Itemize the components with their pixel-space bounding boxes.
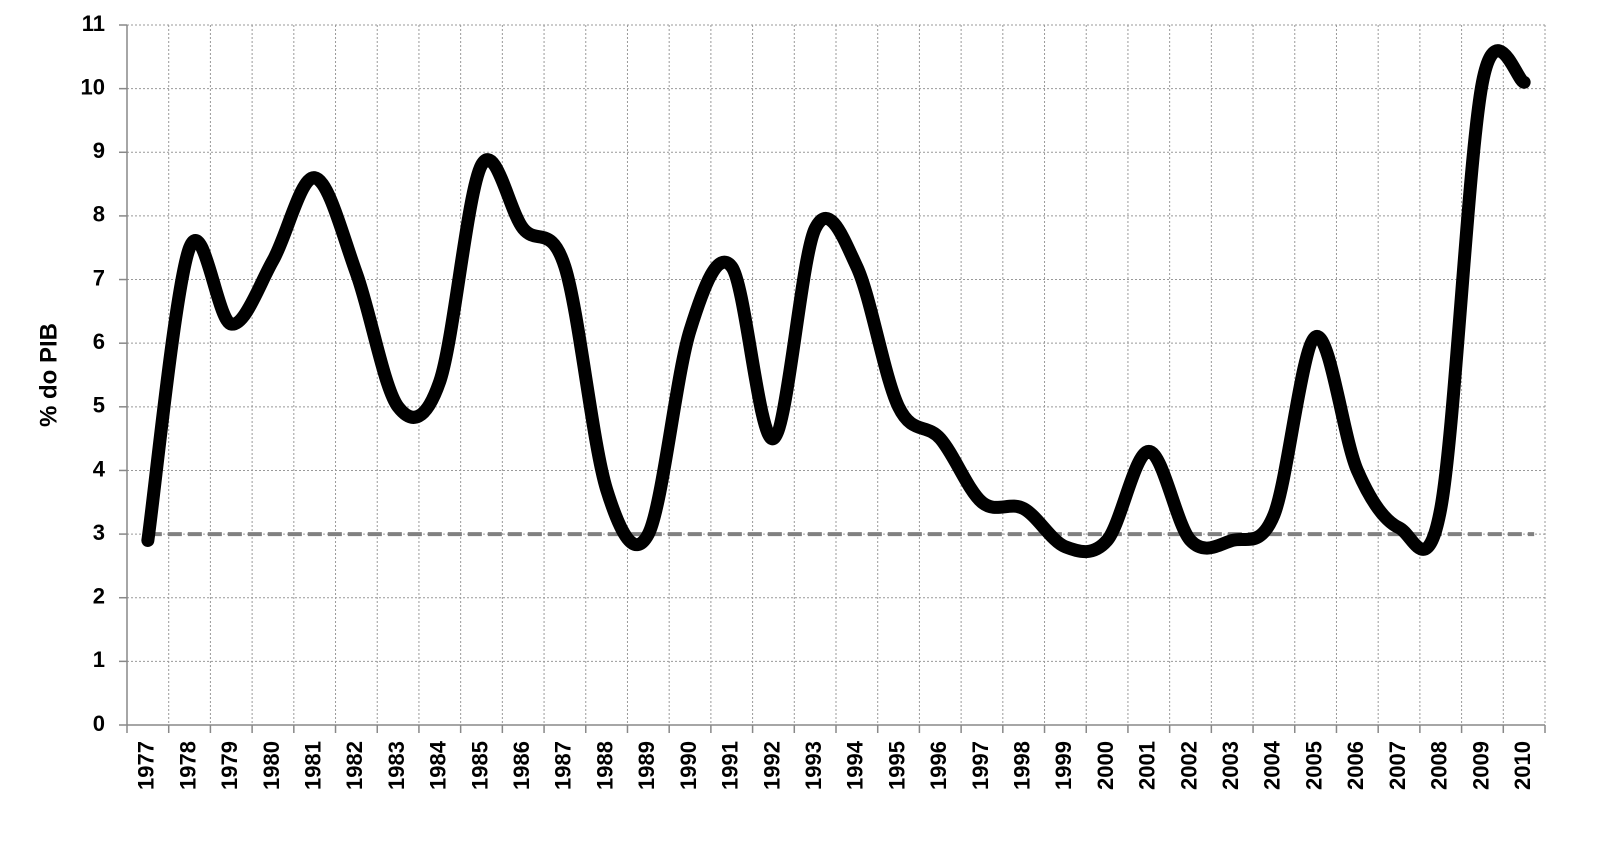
y-axis-label: % do PIB — [35, 323, 62, 427]
data-line — [141, 44, 1531, 559]
x-tick-label: 2009 — [1468, 741, 1493, 790]
y-tick-label: 3 — [93, 520, 105, 545]
x-tick-label: 1998 — [1009, 741, 1034, 790]
x-tick-label: 1989 — [634, 741, 659, 790]
x-tick-label: 1979 — [217, 741, 242, 790]
x-tick-label: 1978 — [175, 741, 200, 790]
x-tick-label: 1997 — [968, 741, 993, 790]
x-tick-label: 1993 — [801, 741, 826, 790]
x-tick-label: 1983 — [384, 741, 409, 790]
x-tick-label: 2001 — [1135, 741, 1160, 790]
x-tick-label: 2002 — [1176, 741, 1201, 790]
x-tick-label: 2006 — [1343, 741, 1368, 790]
x-tick-label: 1996 — [926, 741, 951, 790]
x-tick-label: 2004 — [1260, 740, 1285, 790]
x-tick-label: 2003 — [1218, 741, 1243, 790]
x-tick-label: 1981 — [300, 741, 325, 790]
x-tick-label: 2000 — [1093, 741, 1118, 790]
x-tick-label: 1987 — [551, 741, 576, 790]
y-tick-label: 6 — [93, 329, 105, 354]
x-tick-label: 1984 — [426, 740, 451, 790]
y-tick-label: 2 — [93, 584, 105, 609]
x-tick-label: 1977 — [134, 741, 159, 790]
y-tick-label: 11 — [82, 11, 105, 36]
y-tick-label: 9 — [93, 138, 105, 163]
x-tick-label: 1985 — [467, 741, 492, 790]
y-tick-label: 1 — [93, 647, 105, 672]
x-tick-label: 1991 — [718, 741, 743, 790]
x-tick-label: 1982 — [342, 741, 367, 790]
y-tick-label: 4 — [93, 456, 106, 481]
y-tick-label: 0 — [93, 711, 105, 736]
x-tick-label: 1980 — [259, 741, 284, 790]
x-tick-label: 2008 — [1427, 741, 1452, 790]
x-tick-label: 1986 — [509, 741, 534, 790]
x-tick-label: 1990 — [676, 741, 701, 790]
x-tick-label: 1988 — [592, 741, 617, 790]
y-tick-label: 10 — [81, 74, 105, 99]
x-tick-label: 1995 — [884, 741, 909, 790]
x-tick-label: 2010 — [1510, 741, 1535, 790]
y-tick-label: 7 — [93, 265, 105, 290]
x-tick-label: 2007 — [1385, 741, 1410, 790]
y-tick-label: 5 — [93, 393, 105, 418]
x-tick-label: 1999 — [1051, 741, 1076, 790]
y-tick-label: 8 — [93, 202, 105, 227]
x-tick-label: 1994 — [843, 740, 868, 790]
x-tick-label: 2005 — [1301, 741, 1326, 790]
x-tick-label: 1992 — [759, 741, 784, 790]
